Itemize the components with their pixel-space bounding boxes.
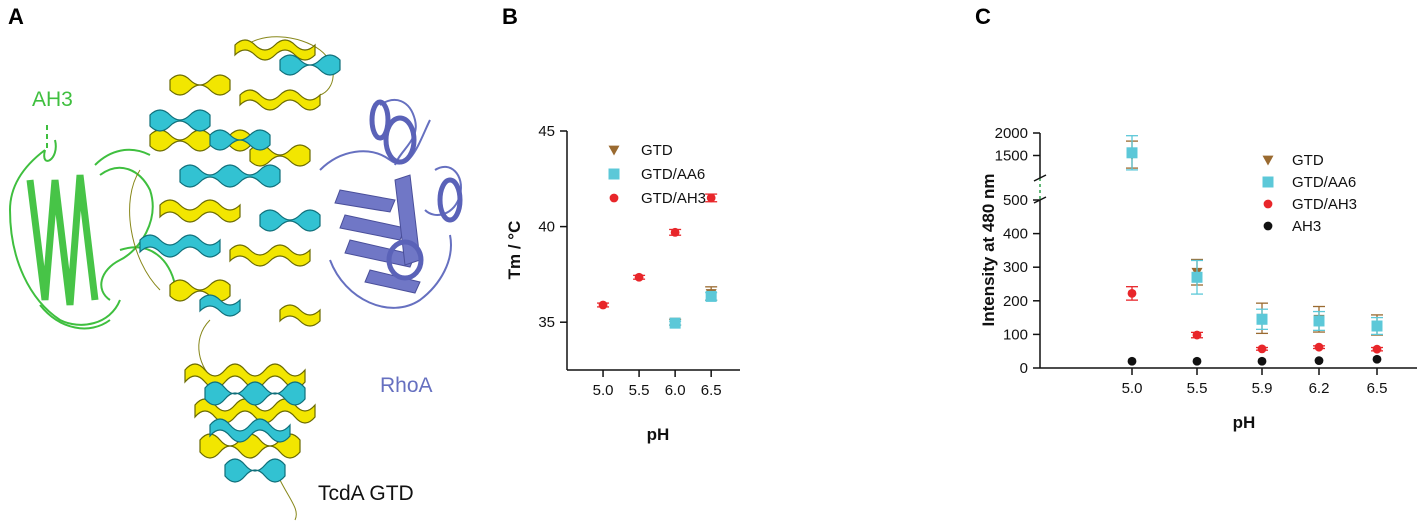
panel-c-ah3-5-0-point bbox=[1127, 356, 1137, 366]
panel-b-y-tick-label-40: 40 bbox=[538, 219, 555, 236]
panel-c-ah3-6-2-point bbox=[1314, 356, 1324, 366]
panel-c-x-ticks: 5.0 5.5 5.9 6.2 6.5 bbox=[1122, 368, 1388, 397]
ah3-domain-illustration bbox=[8, 125, 176, 330]
panel-c-legend-marker-gtd-aa6 bbox=[1262, 176, 1274, 188]
panel-b-y-label: Tm / °C bbox=[505, 221, 524, 280]
panel-c-gtd-ah3-6-2-point bbox=[1314, 342, 1324, 352]
panel-c-x-tick-label-6-5: 6.5 bbox=[1367, 380, 1388, 397]
panel-c-y-ticks: 0 100 200 300 400 500 1500 2000 bbox=[995, 125, 1040, 377]
panel-c-y-tick-label-200: 200 bbox=[1003, 293, 1028, 310]
panel-c-x-tick-label-6-2: 6.2 bbox=[1309, 380, 1330, 397]
panel-b-gtd-ah3-6-5-point bbox=[706, 193, 716, 203]
panel-c-data-points bbox=[1126, 135, 1383, 366]
panel-c-legend-marker-ah3 bbox=[1263, 221, 1273, 231]
panel-c-y-tick-label-100: 100 bbox=[1003, 326, 1028, 343]
panel-b-y-tick-label-35: 35 bbox=[538, 314, 555, 331]
panel-c-legend-marker-gtd bbox=[1262, 155, 1274, 166]
panel-c-legend: GTD GTD/AA6 GTD/AH3 AH3 bbox=[1262, 152, 1357, 235]
panel-b-letter: B bbox=[502, 4, 518, 29]
gtd-domain-illustration bbox=[129, 36, 341, 521]
panel-b-gtd-aa6-6-0-point bbox=[669, 317, 681, 329]
panel-c-legend-label-gtd-aa6: GTD/AA6 bbox=[1292, 174, 1356, 191]
panel-c-legend-marker-gtd-ah3 bbox=[1263, 199, 1273, 209]
panel-c-x-label: pH bbox=[1233, 413, 1256, 432]
panel-b-gtd-ah3-6-0-point bbox=[670, 227, 680, 237]
rhoa-label: RhoA bbox=[380, 374, 433, 397]
panel-c-y-label: Intensity at 480 nm bbox=[979, 173, 998, 326]
panel-b-x-tick-label-5-0: 5.0 bbox=[593, 382, 614, 399]
panel-c-legend-label-ah3: AH3 bbox=[1292, 218, 1321, 235]
panel-c-gtd-ah3-5-5-point bbox=[1192, 330, 1202, 340]
panel-c-y-tick-label-2000: 2000 bbox=[995, 125, 1028, 142]
panel-c-y-tick-label-0: 0 bbox=[1020, 360, 1028, 377]
panel-b-y-tick-label-45: 45 bbox=[538, 123, 555, 140]
panel-c-x-tick-label-5-0: 5.0 bbox=[1122, 380, 1143, 397]
panel-b-legend-label-gtd-aa6: GTD/AA6 bbox=[641, 166, 705, 183]
panel-c-gtd-aa6-5-5-point bbox=[1191, 271, 1203, 283]
panel-c-gtd-aa6-5-0-point bbox=[1126, 147, 1138, 159]
panel-c-y-tick-label-400: 400 bbox=[1003, 226, 1028, 243]
panel-b-legend-marker-gtd bbox=[608, 145, 620, 156]
panel-b-gtd-ah3-5-0-point bbox=[598, 300, 608, 310]
panel-b-data-points bbox=[597, 193, 718, 329]
panel-c-gtd-ah3-5-0-point bbox=[1127, 289, 1137, 298]
panel-b-legend-label-gtd: GTD bbox=[641, 142, 673, 159]
panel-b-x-tick-label-5-5: 5.5 bbox=[629, 382, 650, 399]
panel-c-legend-label-gtd: GTD bbox=[1292, 152, 1324, 169]
panel-b-legend-label-gtd-ah3: GTD/AH3 bbox=[641, 190, 706, 207]
tcda-gtd-label: TcdA GTD bbox=[318, 482, 414, 505]
panel-c-gtd-ah3-5-9-point bbox=[1257, 344, 1267, 354]
panel-c-chart: C 0 100 200 300 400 500 1500 2000 5.0 5.5 5.9 6.2 6… bbox=[975, 4, 1417, 432]
panel-b-x-tick-label-6-0: 6.0 bbox=[665, 382, 686, 399]
panel-c-x-tick-label-5-5: 5.5 bbox=[1187, 380, 1208, 397]
panel-c-legend-label-gtd-ah3: GTD/AH3 bbox=[1292, 196, 1357, 213]
panel-c-ah3-6-5-point bbox=[1372, 354, 1382, 364]
panel-c-gtd-aa6-5-9-point bbox=[1256, 313, 1268, 325]
panel-c-y-tick-label-300: 300 bbox=[1003, 259, 1028, 276]
panel-b-y-ticks: 35 40 45 bbox=[538, 123, 567, 331]
panel-c-gtd-aa6-6-2-point bbox=[1313, 315, 1325, 327]
panel-a-structure: A AH3 bbox=[8, 4, 463, 521]
panel-b-legend: GTD GTD/AA6 GTD/AH3 bbox=[608, 142, 706, 207]
panel-c-ah3-5-5-point bbox=[1192, 356, 1202, 366]
panel-b-x-tick-label-6-5: 6.5 bbox=[701, 382, 722, 399]
panel-b-legend-marker-gtd-aa6 bbox=[608, 168, 620, 180]
panel-b-gtd-aa6-6-5-point bbox=[705, 290, 717, 302]
panel-c-axis-break-mark-1 bbox=[1033, 174, 1047, 182]
panel-c-ah3-5-9-point bbox=[1257, 356, 1267, 366]
panel-c-y-tick-label-1500: 1500 bbox=[995, 148, 1028, 165]
ah3-label: AH3 bbox=[32, 88, 73, 111]
panel-a-letter: A bbox=[8, 4, 24, 29]
panel-c-gtd-ah3-6-5-point bbox=[1372, 344, 1382, 354]
panel-b-legend-marker-gtd-ah3 bbox=[609, 193, 619, 203]
panel-c-letter: C bbox=[975, 4, 991, 29]
panel-b-gtd-ah3-5-5-point bbox=[634, 272, 644, 282]
panel-c-y-tick-label-500: 500 bbox=[1003, 192, 1028, 209]
panel-c-x-tick-label-5-9: 5.9 bbox=[1252, 380, 1273, 397]
rhoa-domain-illustration bbox=[319, 99, 463, 309]
panel-c-gtd-aa6-6-5-point bbox=[1371, 320, 1383, 332]
panel-b-x-label: pH bbox=[647, 425, 670, 444]
panel-b-x-ticks: 5.0 5.5 6.0 6.5 bbox=[593, 370, 722, 399]
